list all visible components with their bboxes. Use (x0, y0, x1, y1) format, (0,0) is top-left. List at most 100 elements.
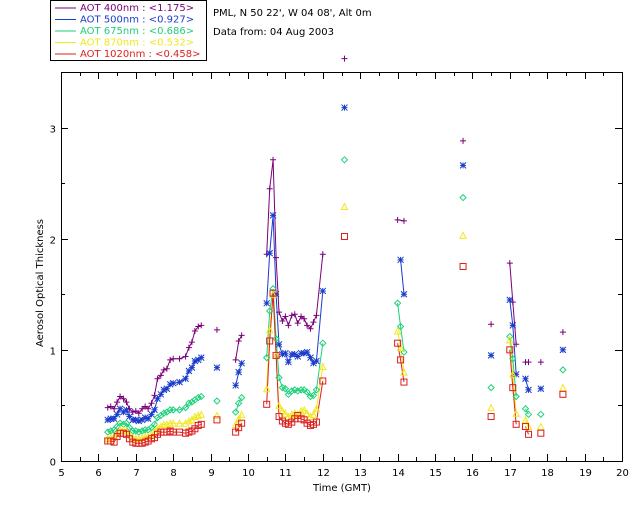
site-info: PML, N 50 22', W 04 08', Alt 0m (213, 8, 372, 19)
data-point (135, 417, 143, 425)
data-point (272, 335, 280, 343)
data-point (154, 395, 161, 403)
data-point (300, 405, 308, 414)
data-point (122, 419, 131, 427)
data-point (126, 413, 133, 420)
data-point (559, 329, 566, 336)
data-point (263, 400, 271, 408)
data-point (288, 387, 296, 395)
data-point (185, 344, 192, 351)
data-point (537, 422, 545, 431)
data-point (394, 216, 401, 223)
data-point (170, 355, 177, 362)
data-point (181, 403, 190, 412)
legend-entry: AOT 1020nm : <0.458> (80, 49, 200, 60)
data-point (279, 350, 286, 358)
series-line (266, 293, 324, 426)
data-point (400, 217, 407, 224)
legend-entry: AOT 400nm : <1.175> (80, 3, 194, 14)
data-point (505, 335, 514, 344)
data-point (107, 415, 115, 423)
data-point (559, 346, 567, 354)
data-point (319, 287, 327, 295)
series-line (397, 303, 405, 353)
data-point (237, 393, 246, 402)
data-point (521, 405, 530, 413)
data-point (537, 359, 544, 366)
data-point (151, 392, 158, 399)
data-point (197, 410, 206, 418)
data-point (297, 386, 305, 394)
data-point (459, 162, 467, 169)
x-tick-label: 14 (392, 468, 405, 479)
x-tick-label: 9 (208, 468, 214, 479)
data-point (181, 419, 190, 427)
y-tick-label: 2 (50, 236, 56, 247)
x-tick-label: 13 (354, 468, 367, 479)
data-point (263, 299, 271, 307)
data-point (313, 312, 320, 319)
data-point (306, 412, 315, 421)
data-point (312, 418, 320, 426)
data-point (508, 370, 517, 378)
data-point (148, 410, 155, 418)
data-point (294, 387, 302, 395)
data-point (537, 385, 545, 393)
x-tick-label: 20 (616, 468, 629, 479)
data-point (319, 377, 327, 385)
data-point (231, 408, 240, 416)
data-point (166, 380, 174, 388)
data-point (537, 429, 545, 437)
data-point (400, 290, 408, 298)
data-point (176, 378, 183, 386)
data-point (265, 325, 274, 334)
data-point (197, 354, 205, 361)
data-point (525, 386, 532, 394)
data-point (120, 395, 127, 402)
series-line (509, 336, 517, 397)
data-point (213, 326, 220, 333)
data-point (129, 409, 136, 416)
data-point (459, 193, 467, 202)
data-point (394, 339, 402, 347)
data-point (310, 359, 317, 367)
data-point (393, 326, 402, 335)
legend-entry: AOT 870nm : <0.532> (80, 38, 194, 49)
data-point (157, 372, 164, 379)
data-point (340, 202, 349, 210)
data-point (110, 415, 118, 423)
data-point (266, 249, 274, 257)
data-point (169, 406, 177, 414)
data-point (145, 405, 152, 412)
data-point (167, 356, 174, 363)
data-point (157, 411, 165, 420)
y-tick-label: 3 (50, 125, 56, 136)
x-tick-label: 15 (429, 468, 442, 479)
data-point (312, 404, 321, 413)
data-point (294, 320, 301, 327)
data-point (396, 322, 405, 331)
data-point (312, 386, 321, 394)
data-point (160, 409, 168, 417)
data-point (185, 399, 193, 407)
data-point (104, 428, 112, 436)
data-point (120, 408, 127, 416)
data-point (275, 401, 283, 409)
data-point (262, 384, 271, 393)
data-point (270, 156, 277, 163)
date-info: Data from: 04 Aug 2003 (213, 27, 334, 38)
data-point (282, 313, 289, 320)
data-point (265, 307, 274, 315)
data-point (195, 323, 202, 330)
legend-box (50, 0, 207, 61)
data-point (506, 332, 514, 341)
data-point (285, 322, 292, 329)
data-point (194, 393, 202, 402)
data-point (188, 339, 195, 346)
data-point (234, 399, 243, 407)
data-point (123, 406, 130, 414)
data-point (185, 416, 193, 425)
x-tick-label: 7 (133, 468, 139, 479)
data-point (400, 367, 408, 376)
